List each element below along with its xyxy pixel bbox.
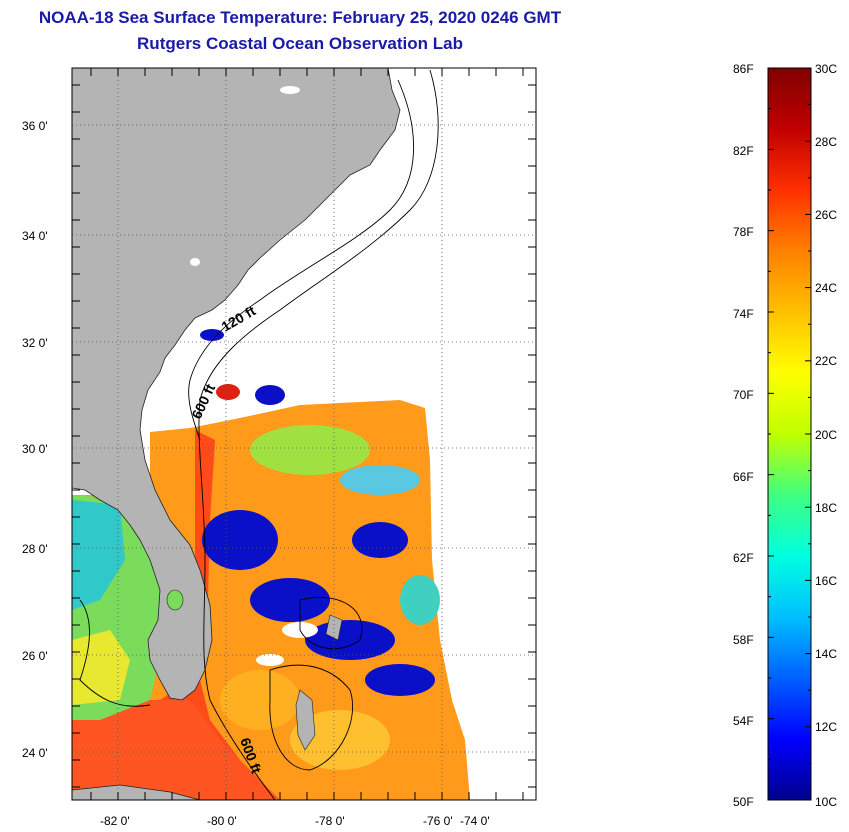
lake [280, 86, 300, 94]
cb-label-c: 20C [815, 428, 837, 442]
gulf-cyan-area [72, 500, 125, 610]
map-title: NOAA-18 Sea Surface Temperature: Februar… [38, 8, 562, 27]
southern-warm [72, 700, 280, 800]
latitude-labels: 36 0' 34 0' 32 0' 30 0' 28 0' 26 0' 24 0… [22, 119, 48, 760]
lat-label: 32 0' [22, 336, 48, 350]
colorbar-fahrenheit-labels: 86F 82F 78F 74F 70F 66F 62F 58F 54F 50F [733, 62, 754, 809]
map-subtitle: Rutgers Coastal Ocean Observation Lab [137, 34, 463, 53]
cb-label-f: 66F [733, 470, 754, 484]
cb-label-c: 30C [815, 62, 837, 76]
cb-label-c: 18C [815, 501, 837, 515]
mixed-patch [290, 710, 390, 770]
contour-120ft [188, 79, 415, 441]
map-frame [71, 67, 537, 801]
cold-patch [250, 578, 330, 622]
colorbar-gradient [767, 67, 812, 801]
cold-patch [255, 385, 285, 405]
lon-label: -78 0' [315, 814, 345, 828]
cb-label-f: 54F [733, 714, 754, 728]
lat-label: 28 0' [22, 542, 48, 556]
contour-bahamas [269, 664, 354, 771]
mixed-patch [220, 670, 300, 730]
cold-patch [365, 664, 435, 696]
cb-label-c: 26C [815, 208, 837, 222]
lon-label: -82 0' [100, 814, 130, 828]
cold-patch [352, 522, 408, 558]
land-cuba [72, 784, 201, 800]
colorbar-ticks [768, 67, 811, 801]
map-ticks [72, 68, 536, 800]
lon-label: -80 0' [207, 814, 237, 828]
lake [166, 589, 184, 611]
cb-label-f: 62F [733, 551, 754, 565]
contour-gulf [79, 599, 151, 707]
cb-label-c: 24C [815, 281, 837, 295]
cb-label-f: 58F [733, 633, 754, 647]
colorbar-celsius-labels: 30C 28C 26C 24C 22C 20C 18C 16C 14C 12C … [815, 62, 837, 809]
warm-spot [216, 384, 240, 400]
lon-label: -74 0' [460, 814, 490, 828]
cb-label-c: 22C [815, 354, 837, 368]
lat-label: 26 0' [22, 649, 48, 663]
lat-label: 24 0' [22, 746, 48, 760]
cb-label-c: 10C [815, 795, 837, 809]
cb-label-c: 12C [815, 720, 837, 734]
cb-label-f: 78F [733, 225, 754, 239]
cb-label-f: 82F [733, 144, 754, 158]
contour-600ft [198, 69, 439, 800]
mixed-patch [340, 465, 420, 495]
colorbar: 86F 82F 78F 74F 70F 66F 62F 58F 54F 50F … [733, 62, 837, 809]
cb-label-f: 70F [733, 388, 754, 402]
cold-patch [305, 620, 395, 660]
cb-label-c: 28C [815, 135, 837, 149]
cloud-gap [256, 654, 284, 666]
cb-label-f: 86F [733, 62, 754, 76]
cb-label-c: 14C [815, 647, 837, 661]
bathymetry-contours [79, 69, 439, 800]
lat-label: 30 0' [22, 442, 48, 456]
lake [190, 258, 200, 266]
land-mass [72, 68, 401, 701]
cb-label-f: 74F [733, 307, 754, 321]
mixed-patch [400, 575, 440, 625]
lat-label: 34 0' [22, 229, 48, 243]
lat-label: 36 0' [22, 119, 48, 133]
map-grid [72, 68, 536, 800]
contour-bahamas [299, 596, 363, 650]
cold-patch [202, 510, 278, 570]
sst-field [72, 329, 470, 800]
mixed-patch [250, 425, 370, 475]
cb-label-c: 16C [815, 574, 837, 588]
longitude-labels: -82 0' -80 0' -78 0' -76 0' -74 0' [100, 814, 490, 828]
land-island [295, 689, 316, 751]
cold-patch [200, 329, 224, 341]
cb-label-f: 50F [733, 795, 754, 809]
map-panel: 120 ft 600 ft 600 ft [72, 68, 536, 800]
land-island [325, 614, 343, 641]
lon-label: -76 0' [423, 814, 453, 828]
